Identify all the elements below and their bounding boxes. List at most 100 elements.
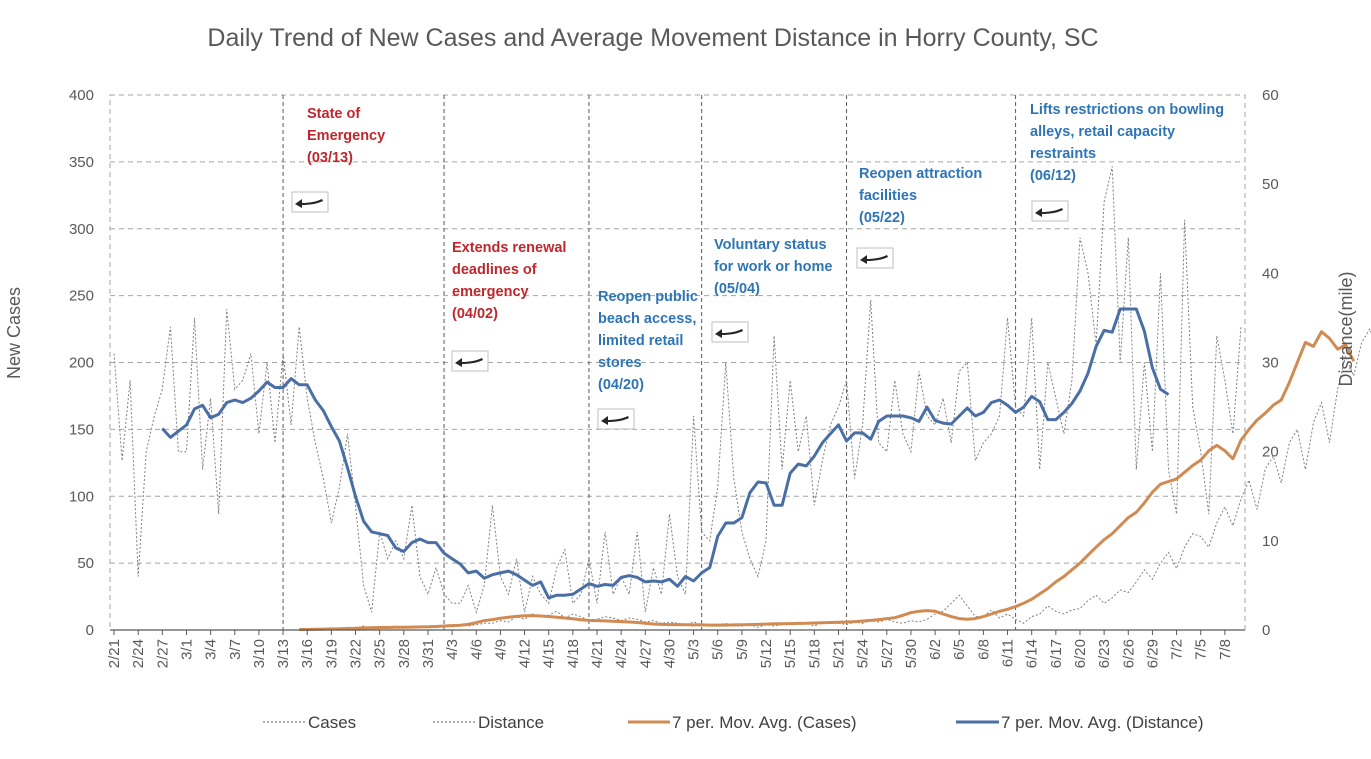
- arrow-icon-shape: [455, 358, 483, 367]
- annotation-line: Reopen attraction: [859, 166, 982, 182]
- legend-label-cases: Cases: [308, 713, 356, 732]
- annotation-line: beach access,: [598, 311, 696, 327]
- arrow-icon-shape: [601, 416, 629, 425]
- arrow-icon-box: [291, 191, 329, 213]
- y-tick-label: 350: [69, 154, 94, 171]
- y2-tick-label: 0: [1262, 622, 1270, 639]
- arrow-icon-box: [856, 247, 894, 269]
- x-tick-label: 5/15: [782, 639, 799, 668]
- y-tick-label: 400: [69, 87, 94, 104]
- x-tick-label: 2/24: [130, 639, 147, 668]
- annotations: State of Emergency (03/13) Extends renewal d…: [291, 102, 1224, 430]
- legend: Cases Distance 7 per. Mov. Avg. (Cases) …: [263, 713, 1204, 732]
- annotation-line: Extends renewal: [452, 240, 566, 256]
- y-tick-label: 0: [86, 622, 94, 639]
- arrow-left-icon: [711, 321, 749, 343]
- x-tick-label: 4/21: [589, 639, 606, 668]
- annotation-line: deadlines of: [452, 262, 537, 278]
- series-cases-line: [299, 327, 1371, 631]
- x-tick-label: 4/24: [613, 639, 630, 668]
- x-tick-label: 5/6: [710, 639, 727, 660]
- chart-title: Daily Trend of New Cases and Average Mov…: [207, 24, 1098, 52]
- x-tick-label: 3/31: [420, 639, 437, 668]
- annotation-text: Lifts restrictions on bowling alleys, ret…: [1030, 102, 1224, 184]
- arrow-left-icon: [291, 191, 329, 213]
- y-tick-label: 200: [69, 355, 94, 372]
- y2-axis-title: Distance(mile): [1336, 271, 1356, 386]
- legend-label-distance-avg: 7 per. Mov. Avg. (Distance): [1001, 713, 1204, 732]
- y-tick-label: 150: [69, 421, 94, 438]
- arrow-left-icon: [597, 408, 635, 430]
- y-tick-label: 100: [69, 488, 94, 505]
- arrow-icon-shape: [295, 199, 323, 208]
- x-tick-label: 3/25: [372, 639, 389, 668]
- annotation-line: Lifts restrictions on bowling: [1030, 102, 1224, 118]
- x-tick-label: 5/3: [686, 639, 703, 660]
- x-tick-label: 3/22: [348, 639, 365, 668]
- annotation-text: Reopen attraction facilities (05/22): [859, 166, 982, 226]
- x-tick-label: 3/7: [227, 639, 244, 660]
- x-tick-label: 6/23: [1096, 639, 1113, 668]
- y-tick-label: 50: [77, 555, 94, 572]
- x-tick-label: 3/1: [178, 639, 195, 660]
- annotation-line: (03/13): [307, 150, 353, 166]
- x-tick-label: 6/11: [1000, 639, 1017, 667]
- legend-label-distance: Distance: [478, 713, 544, 732]
- x-tick-label: 5/21: [830, 639, 847, 668]
- x-tick-label: 4/18: [565, 639, 582, 668]
- legend-label-cases-avg: 7 per. Mov. Avg. (Cases): [672, 713, 857, 732]
- annotation-line: stores: [598, 355, 642, 371]
- annotation-text: Reopen public beach access, limited retail…: [598, 289, 698, 393]
- y2-tick-label: 20: [1262, 444, 1279, 461]
- annotation-line: (05/04): [714, 281, 760, 297]
- annotation-line: limited retail: [598, 333, 683, 349]
- annotation-text: State of Emergency (03/13): [307, 106, 385, 166]
- arrow-icon-box: [1031, 200, 1069, 222]
- arrow-left-icon: [451, 350, 489, 372]
- x-tick-label: 4/9: [492, 639, 509, 660]
- y-tick-label: 250: [69, 288, 94, 305]
- series-distance-avg-line: [161, 307, 1170, 600]
- x-tick-label: 6/20: [1072, 639, 1089, 668]
- x-tick-label: 6/14: [1024, 639, 1041, 668]
- y2-tick-label: 30: [1262, 355, 1279, 372]
- x-tick-label: 3/16: [299, 639, 316, 668]
- x-tick-label: 4/3: [444, 639, 461, 660]
- arrow-icon-box: [711, 321, 749, 343]
- annotation-line: (06/12): [1030, 168, 1076, 184]
- x-tick-label: 6/5: [951, 639, 968, 660]
- x-tick-label: 4/30: [661, 639, 678, 668]
- event-lines: [282, 95, 1017, 630]
- x-tick-label: 6/2: [927, 639, 944, 660]
- series-cases-avg-line: [299, 330, 1356, 631]
- x-tick-label: 6/29: [1144, 639, 1161, 668]
- annotation-line: facilities: [859, 188, 917, 204]
- x-tick-label: 5/24: [855, 639, 872, 668]
- plot-frame: [109, 94, 1246, 631]
- annotation-line: restraints: [1030, 146, 1096, 162]
- x-tick-label: 4/27: [637, 639, 654, 668]
- annotation-line: emergency: [452, 284, 529, 300]
- x-tick-label: 7/2: [1169, 639, 1186, 660]
- arrow-icon-shape: [860, 255, 888, 264]
- y2-tick-label: 40: [1262, 265, 1279, 282]
- annotation-line: (04/20): [598, 377, 644, 393]
- x-tick-label: 6/17: [1048, 639, 1065, 668]
- annotation-line: Emergency: [307, 128, 385, 144]
- annotation-line: for work or home: [714, 259, 832, 275]
- annotation-line: Reopen public: [598, 289, 698, 305]
- x-tick-label: 5/27: [879, 639, 896, 668]
- axes: 0 50 100 150 200 250 300 350 400 0 10 20 30 40 50 60 2/2…: [69, 87, 1279, 668]
- x-tick-label: 2/21: [106, 639, 123, 668]
- annotation-text: Extends renewal deadlines of emergency (04/…: [452, 240, 566, 322]
- x-tick-label: 3/10: [251, 639, 268, 668]
- arrow-icon-box: [597, 408, 635, 430]
- x-tick-label: 3/13: [275, 639, 292, 668]
- x-tick-label: 5/18: [806, 639, 823, 668]
- x-tick-label: 3/28: [396, 639, 413, 668]
- arrow-icon-shape: [715, 329, 743, 338]
- arrow-left-icon: [856, 247, 894, 269]
- x-tick-label: 7/8: [1217, 639, 1234, 660]
- x-tick-label: 5/9: [734, 639, 751, 660]
- y-axis-title: New Cases: [4, 287, 24, 379]
